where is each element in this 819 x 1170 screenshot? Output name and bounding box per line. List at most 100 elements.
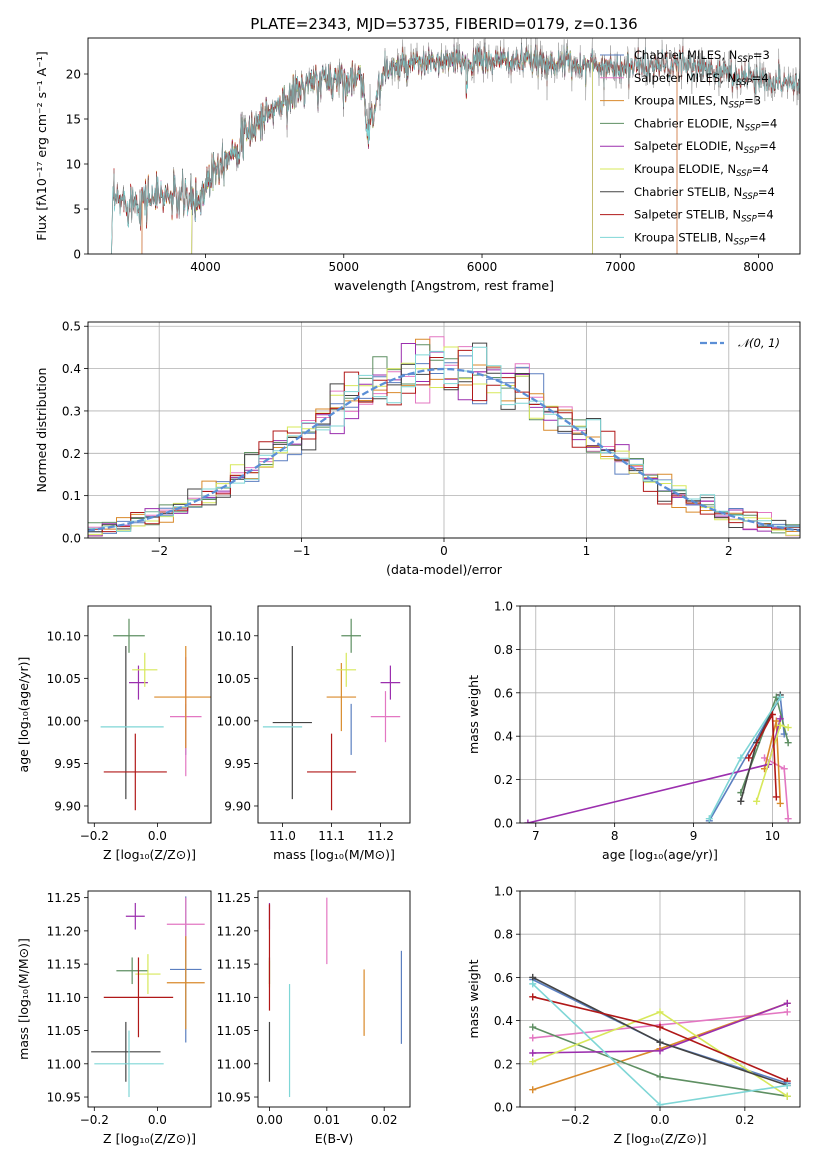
y-tick-label: 0.8 <box>494 928 513 942</box>
weight-vs-age-series <box>524 691 792 823</box>
legend-label: Salpeter STELIB, NSSP=4 <box>634 208 774 225</box>
y-tick-label: 15 <box>66 113 81 127</box>
x-axis-label: (data-model)/error <box>386 562 503 577</box>
mass-vs-Z-axes: −0.2 0.0 10.95 11.00 11.05 11.10 11.15 11.20 11.… <box>16 891 196 1146</box>
y-tick-label: 11.00 <box>217 1057 251 1071</box>
y-tick-label: 11.10 <box>217 991 251 1005</box>
y-tick-label: 11.10 <box>47 991 81 1005</box>
y-tick-label: 9.95 <box>54 757 81 771</box>
x-axis-label: wavelength [Angstrom, rest frame] <box>334 278 554 293</box>
weight-marker <box>783 1008 791 1016</box>
errorbar-point <box>103 733 167 811</box>
weight-marker <box>745 754 753 762</box>
y-tick-label: 0.4 <box>494 1014 513 1028</box>
weight-marker <box>780 765 788 773</box>
y-tick-label: 9.95 <box>224 757 251 771</box>
x-tick-label: 0.2 <box>735 1113 754 1127</box>
spectrum-frame <box>87 37 801 255</box>
y-axis-label: mass [log₁₀(M/M⊙)] <box>16 938 31 1060</box>
errorbar-point <box>94 1030 164 1098</box>
y-tick-label: 1.0 <box>494 600 513 614</box>
weight-marker <box>776 721 784 729</box>
legend-label: Chabrier STELIB, NSSP=4 <box>634 185 775 202</box>
y-tick-label: 10.95 <box>217 1091 251 1105</box>
legend-label: 𝒩(0, 1) <box>738 336 780 350</box>
y-tick-label: 0.6 <box>494 971 513 985</box>
y-tick-label: 11.15 <box>217 958 251 972</box>
weight-marker <box>783 999 791 1007</box>
legend-label: Chabrier ELODIE, NSSP=4 <box>634 116 777 133</box>
y-tick-label: 11.25 <box>47 891 81 905</box>
x-tick-label: 4000 <box>190 260 221 274</box>
weight-marker <box>753 797 761 805</box>
y-tick-label: 10.10 <box>47 629 81 643</box>
weight-marker <box>772 793 780 801</box>
y-tick-label: 20 <box>66 68 81 82</box>
spectrum-legend: Chabrier MILES, NSSP=3 Salpeter MILES, NS… <box>600 48 777 247</box>
y-axis-label: Flux [fλ10⁻¹⁷ erg cm⁻² s⁻¹ A⁻¹] <box>34 51 49 240</box>
weight-marker <box>705 815 713 823</box>
errorbar-point <box>132 652 158 687</box>
weight-marker <box>776 799 784 807</box>
weight-line <box>527 718 782 823</box>
x-tick-label: 0.01 <box>313 1113 340 1127</box>
spectrum-data-line <box>112 38 800 228</box>
y-tick-label: 11.15 <box>47 958 81 972</box>
y-tick-label: 0.2 <box>62 447 81 461</box>
x-tick-label: 5000 <box>328 260 359 274</box>
x-tick-label: 0.00 <box>256 1113 283 1127</box>
normal-curve <box>88 367 800 532</box>
weight-marker <box>737 754 745 762</box>
weight-marker <box>529 1049 537 1057</box>
spectrum-series <box>111 38 800 254</box>
weight-vs-Z-series <box>529 973 791 1107</box>
weight-vs-Z-frame <box>519 890 801 1108</box>
x-axis-label: age [log₁₀(age/yr)] <box>602 847 718 862</box>
weight-marker <box>772 717 780 725</box>
legend-label: Kroupa ELODIE, NSSP=4 <box>634 162 769 179</box>
weight-marker <box>529 1023 537 1031</box>
mass-vs-Z-points <box>91 896 205 1098</box>
x-tick-label: 2 <box>725 544 733 558</box>
weight-marker <box>529 1058 537 1066</box>
x-axis-label: mass [log₁₀(M/M⊙)] <box>273 847 395 862</box>
weight-marker <box>776 715 784 723</box>
mass-vs-Z-frame <box>87 890 212 1108</box>
y-tick-label: 0.6 <box>494 686 513 700</box>
y-tick-label: 0.5 <box>62 320 81 334</box>
age-vs-Z-axes: −0.2 0.0 9.90 9.95 10.00 10.05 10.10 Z [log₁₀(Z… <box>16 629 196 862</box>
errorbar-point <box>370 691 401 743</box>
errorbar-point <box>336 652 357 687</box>
errorbar-point <box>380 665 401 700</box>
weight-marker <box>737 797 745 805</box>
x-tick-label: 7000 <box>605 260 636 274</box>
y-tick-label: 11.00 <box>47 1057 81 1071</box>
age-vs-Z-frame <box>87 605 212 824</box>
x-tick-label: 8000 <box>743 260 774 274</box>
y-tick-label: 10.95 <box>47 1091 81 1105</box>
y-tick-label: 0.2 <box>494 773 513 787</box>
y-tick-label: 0.3 <box>62 404 81 418</box>
errorbar-point <box>154 645 211 749</box>
y-tick-label: 11.05 <box>217 1024 251 1038</box>
x-tick-label: 9 <box>690 829 698 843</box>
y-tick-label: 0.0 <box>494 1101 513 1115</box>
y-tick-label: 10 <box>66 158 81 172</box>
weight-marker <box>656 1023 664 1031</box>
age-vs-mass-frame <box>257 605 411 824</box>
x-tick-label: 7 <box>532 829 540 843</box>
histogram-kroupa-stelib <box>88 346 800 532</box>
weight-marker <box>768 711 776 718</box>
weight-marker <box>783 1092 791 1100</box>
y-tick-label: 0.4 <box>62 362 81 376</box>
y-tick-label: 0.1 <box>62 489 81 503</box>
errorbar-point <box>125 902 145 930</box>
y-tick-label: 11.05 <box>47 1024 81 1038</box>
age-vs-Z-points <box>100 618 211 811</box>
weight-marker <box>656 1073 664 1081</box>
histogram-series <box>88 336 800 537</box>
x-tick-label: 0.0 <box>148 1113 167 1127</box>
chart-title: PLATE=2343, MJD=53735, FIBERID=0179, z=0… <box>250 15 637 33</box>
errorbar-point <box>307 733 357 811</box>
y-tick-label: 9.90 <box>54 799 81 813</box>
